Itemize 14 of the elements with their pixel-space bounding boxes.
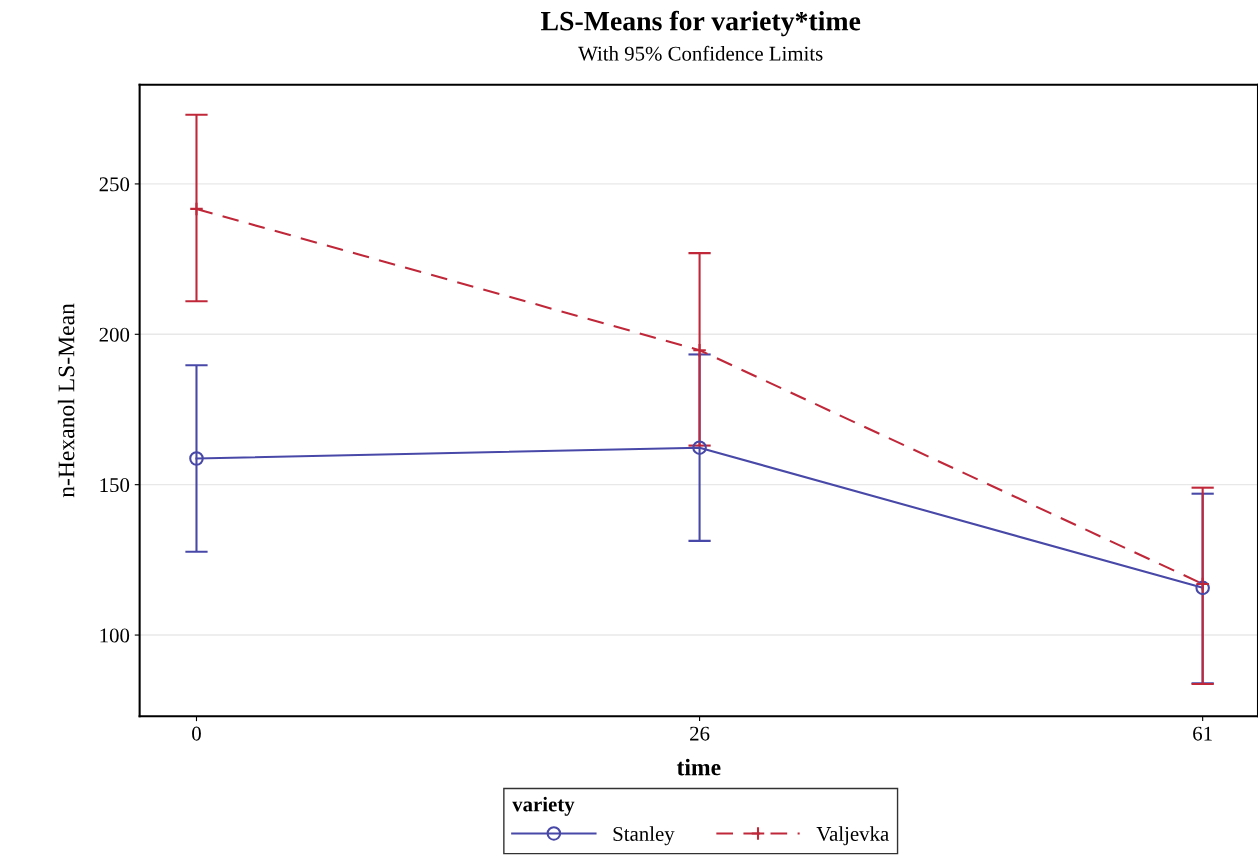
chart-subtitle: With 95% Confidence Limits: [578, 45, 823, 61]
x-tick-label: 26: [690, 726, 710, 741]
y-axis-title: n-Hexanol LS-Mean: [57, 303, 75, 498]
legend-label: Stanley: [613, 826, 675, 846]
y-tick-label: 150: [100, 478, 130, 493]
y-tick-label: 100: [100, 628, 130, 643]
legend-label: Valjevka: [816, 826, 889, 846]
y-tick-label: 200: [99, 327, 130, 342]
x-tick-label: 0: [192, 726, 201, 741]
y-tick-label: 250: [99, 177, 130, 192]
x-tick-label: 61: [1193, 726, 1212, 741]
legend-title: variety: [512, 796, 575, 816]
chart-title: LS-Means for variety*time: [540, 10, 861, 37]
x-axis-title: time: [676, 758, 721, 776]
